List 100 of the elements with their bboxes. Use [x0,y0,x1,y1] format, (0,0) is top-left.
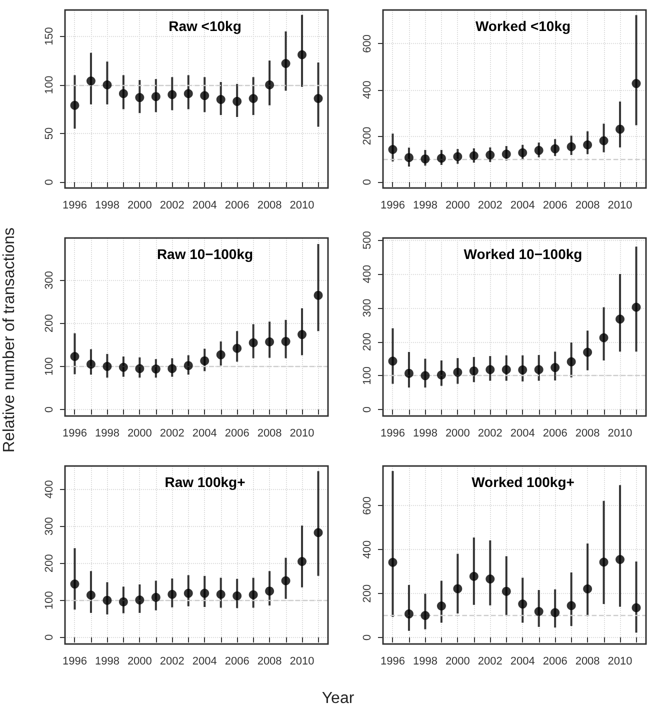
text: Raw <10kg [168,18,242,34]
point [420,610,430,620]
x-tick-label: 2000 [445,200,470,212]
x-tick-label: 2008 [257,656,282,668]
point [583,584,592,594]
y-tick-label: 100 [44,591,56,610]
point [86,76,96,86]
point [566,601,576,610]
point [599,333,608,342]
point [469,366,478,376]
x-tick-label: 1996 [380,656,405,668]
point [632,79,641,88]
point [632,603,641,612]
point [404,609,414,618]
point [216,350,226,360]
x-tick-label: 2010 [290,656,314,668]
point [632,302,641,312]
x-tick-label: 2006 [224,656,250,668]
x-tick-label: 2008 [575,428,600,440]
point [436,154,446,163]
x-tick-label: 2004 [510,656,535,668]
point [616,314,625,324]
y-tick-label: 0 [44,179,56,186]
point [518,148,528,158]
point [86,590,96,600]
x-tick-label: 2010 [608,656,632,668]
point [216,94,226,104]
point [502,150,511,159]
point [486,574,495,584]
y-axis-title: Relative number of transactions [1,228,19,452]
y-tick-label: 150 [44,27,56,46]
point [248,338,258,348]
text: Raw 100kg+ [164,474,246,490]
point [502,586,511,596]
point [518,365,528,374]
point [135,93,144,102]
point [168,364,177,374]
point [265,586,274,596]
point [534,365,544,374]
point [184,89,193,98]
x-tick-label: 2004 [510,428,535,440]
y-tick-label: 0 [44,406,56,413]
x-tick-label: 2000 [445,656,470,668]
x-tick-label: 2002 [478,428,502,440]
point [265,337,274,346]
point [298,50,307,60]
x-tick-label: 2004 [192,200,217,212]
y-tick-label: 0 [44,634,56,640]
point [168,90,177,100]
y-tick-label: 100 [44,357,56,376]
y-tick-label: 300 [362,298,374,318]
point [232,344,242,353]
x-tick-label: 2002 [478,656,502,668]
point [232,96,242,106]
y-tick-label: 200 [44,554,56,573]
x-tick-label: 2008 [257,200,282,212]
point [583,348,592,357]
x-tick-label: 1996 [62,656,87,668]
x-tick-label: 2002 [160,656,184,668]
point [168,590,177,599]
text: Worked <10kg [475,18,571,34]
x-tick-label: 2002 [478,200,502,212]
point [599,136,608,146]
y-tick-label: 0 [362,406,374,413]
point [135,364,144,374]
x-tick-label: 2006 [542,200,568,212]
y-tick-label: 400 [362,264,374,284]
y-tick-label: 600 [362,34,374,53]
point [281,576,290,586]
point [616,555,625,564]
point [151,92,160,102]
x-tick-label: 1996 [380,200,405,212]
x-tick-label: 2004 [192,428,217,440]
y-tick-label: 400 [44,480,56,498]
point [436,370,446,380]
point [314,94,323,104]
y-tick-label: 600 [362,496,374,515]
x-tick-label: 1998 [412,200,438,212]
text: Worked 100kg+ [472,474,574,490]
point [486,150,495,160]
point [248,94,258,104]
x-tick-label: 1998 [412,656,438,668]
chart-title: Worked 10−100kg [464,246,582,262]
point [184,361,193,370]
y-tick-label: 300 [44,271,56,290]
y-tick-label: 50 [44,127,56,140]
text: Raw 10−100kg [156,246,254,262]
y-tick-label: 200 [362,126,374,146]
x-tick-label: 2010 [290,200,314,212]
x-tick-label: 1996 [380,428,405,440]
point [118,89,128,98]
point [200,356,210,366]
point [151,364,160,374]
point [502,365,511,374]
x-tick-label: 2002 [160,200,184,212]
x-tick-label: 2008 [575,656,600,668]
x-tick-label: 2008 [575,200,600,212]
point [404,153,414,162]
point [420,371,430,380]
point [486,365,495,374]
